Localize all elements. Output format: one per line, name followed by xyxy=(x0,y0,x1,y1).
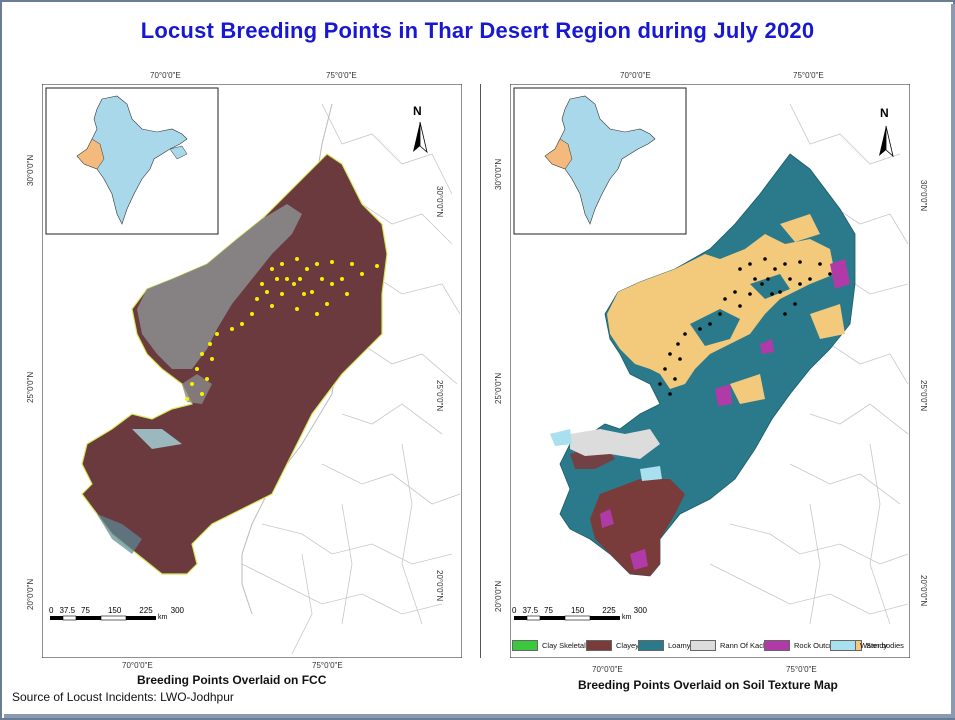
soil-rann-of-kach xyxy=(570,429,660,459)
left-lat-1: 30°0'0"N xyxy=(26,154,35,186)
right-lat-right-1: 30°0'0"N xyxy=(919,180,928,212)
legend-item-loamy: Loamy xyxy=(638,638,691,652)
right-lon-top-2: 75°0'0"E xyxy=(793,71,824,80)
legend-label: Water bodies xyxy=(860,640,904,650)
scale-label: 150 xyxy=(107,606,122,615)
legend-swatch xyxy=(586,639,612,651)
fcc-caption: Breeding Points Overlaid on FCC xyxy=(137,673,327,687)
district-boundaries-right xyxy=(709,103,909,625)
left-lon-bottom-2: 75°0'0"E xyxy=(312,661,343,670)
soil-rock-outcrop xyxy=(600,259,850,570)
left-scale-labels: 0 37.5 75 150 225 300 xyxy=(49,606,184,615)
right-scale-labels: 0 37.5 75 150 225 300 xyxy=(512,606,647,615)
panel-divider xyxy=(480,84,481,658)
legend-label: Rock Outcrop xyxy=(794,640,840,650)
scale-label: 225 xyxy=(139,606,153,615)
legend-label: Clay Skeletal xyxy=(542,640,586,650)
legend-swatch xyxy=(690,639,716,651)
soil-water-bodies xyxy=(550,429,572,446)
scale-label: 0 xyxy=(512,606,517,615)
legend-item-rann-of-kach: Rann Of Kach xyxy=(690,638,767,652)
legend-label: Loamy xyxy=(668,640,691,650)
scale-label: 75 xyxy=(544,606,553,615)
legend-item-rock-outcrop: Rock Outcrop xyxy=(764,638,840,652)
left-lat-3: 20°0'0"N xyxy=(26,578,35,610)
frame-shadow xyxy=(4,714,954,718)
left-lat-right-1: 30°0'0"N xyxy=(435,186,444,218)
scale-label: 37.5 xyxy=(59,606,76,615)
left-scale-unit: km xyxy=(158,614,168,621)
breeding-points-black xyxy=(658,257,832,396)
left-lon-bottom-1: 70°0'0"E xyxy=(122,661,153,670)
right-lon-top-1: 70°0'0"E xyxy=(620,71,651,80)
legend-swatch xyxy=(638,639,664,651)
left-lon-top-1: 70°0'0"E xyxy=(150,71,181,80)
scale-label: 225 xyxy=(602,606,616,615)
scale-label: 150 xyxy=(570,606,585,615)
scale-label: 300 xyxy=(633,606,648,615)
fcc-map xyxy=(42,84,462,658)
frame-shadow-right xyxy=(951,4,955,718)
left-lat-2: 25°0'0"N xyxy=(26,371,35,403)
left-north-n: N xyxy=(413,104,422,118)
right-scale-unit: km xyxy=(622,614,632,621)
left-lat-right-2: 25°0'0"N xyxy=(435,380,444,412)
scale-label: 0 xyxy=(49,606,54,615)
right-lon-bottom-1: 70°0'0"E xyxy=(592,665,623,674)
right-lat-3: 20°0'0"N xyxy=(494,580,503,612)
legend-item-water-bodies: Water bodies xyxy=(830,638,904,652)
legend-swatch xyxy=(512,639,538,651)
legend-label: Clayey xyxy=(616,640,639,650)
soil-texture-map xyxy=(510,84,910,658)
right-lat-right-2: 25°0'0"N xyxy=(919,380,928,412)
breeding-points-yellow xyxy=(185,257,379,401)
scale-bar xyxy=(50,615,156,621)
legend-item-clay-skeletal: Clay Skeletal xyxy=(512,638,586,652)
right-north-n: N xyxy=(880,106,889,120)
legend-label: Sandy xyxy=(866,640,888,650)
soil-caption: Breeding Points Overlaid on Soil Texture… xyxy=(578,678,838,692)
source-note: Source of Locust Incidents: LWO-Jodhpur xyxy=(12,690,234,704)
scale-label: 75 xyxy=(81,606,90,615)
legend-label: Rann Of Kach xyxy=(720,640,768,650)
soil-legend: Clay Skeletal Clayey Loamy Rann Of Kach … xyxy=(512,638,912,656)
scale-label: 37.5 xyxy=(522,606,539,615)
legend-swatch xyxy=(764,639,790,651)
district-boundaries xyxy=(241,103,461,655)
right-lat-1: 30°0'0"N xyxy=(494,158,503,190)
left-lat-right-3: 20°0'0"N xyxy=(435,570,444,602)
right-lon-bottom-2: 75°0'0"E xyxy=(786,665,817,674)
soil-clayey xyxy=(590,479,685,576)
legend-swatch xyxy=(830,639,856,651)
left-lon-top-2: 75°0'0"E xyxy=(326,71,357,80)
right-lat-right-3: 20°0'0"N xyxy=(919,575,928,607)
page-title: Locust Breeding Points in Thar Desert Re… xyxy=(140,18,815,43)
scale-bar-right xyxy=(514,615,620,621)
north-arrow-icon xyxy=(413,121,428,154)
north-arrow-icon xyxy=(879,125,894,158)
fcc-grey-area xyxy=(137,204,302,369)
scale-label: 300 xyxy=(170,606,185,615)
legend-item-clayey: Clayey xyxy=(586,638,639,652)
right-lat-2: 25°0'0"N xyxy=(494,372,503,404)
